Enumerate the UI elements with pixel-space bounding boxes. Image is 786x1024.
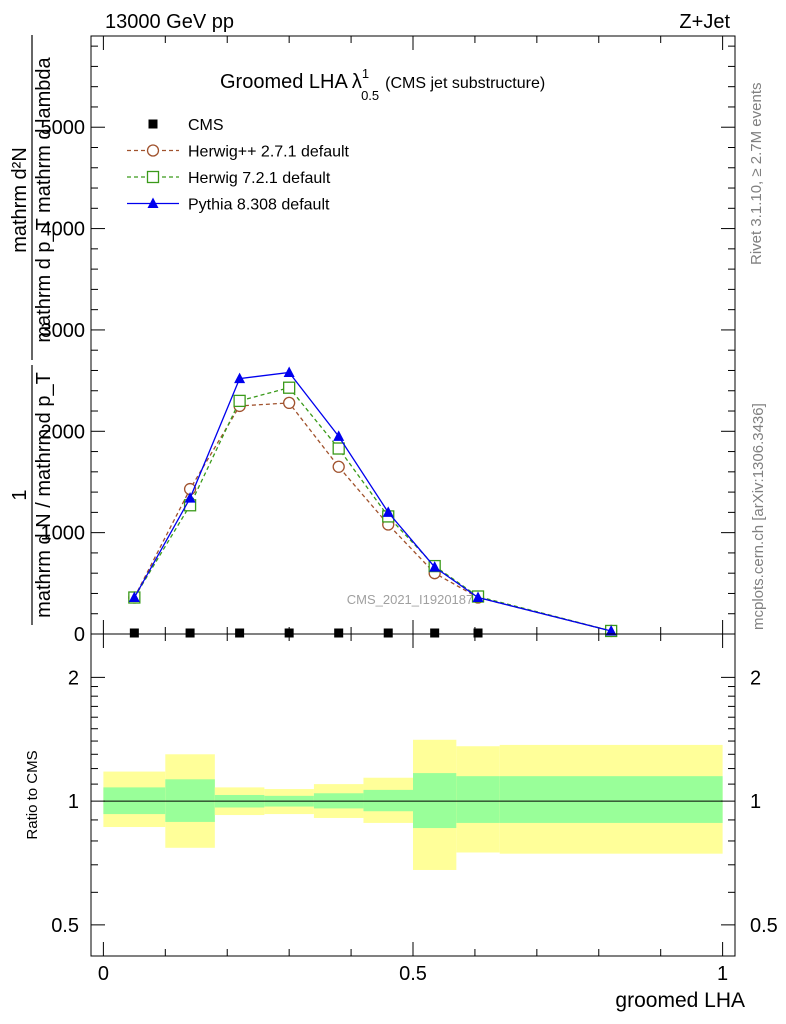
data-point-pythia-8-308-default: [333, 430, 345, 441]
ratio-y-tick-labels: 0.5 0.5 1 1 2 2: [51, 667, 778, 936]
legend-label: Herwig++ 2.7.1 default: [188, 144, 350, 161]
series-pythia-8-308-default: [128, 366, 617, 636]
ratio-y-tick-label: 2: [68, 667, 79, 689]
data-point-herwig-7-2-1-default: [283, 381, 296, 394]
ratio-band-inner: [499, 776, 723, 823]
beam-label: 13000 GeV pp: [105, 11, 234, 33]
data-point-herwig-2-7-1-default: [283, 396, 296, 410]
ratio-axis-ticks: [91, 634, 735, 956]
x-axis-label: groomed LHA: [615, 989, 745, 1012]
ratio-band-inner: [165, 779, 215, 822]
main-y-tick-labels: 0 1000 2000 3000 4000 5000: [41, 117, 86, 646]
ratio-y-axis-label: Ratio to CMS: [24, 750, 41, 839]
x-tick-label: 0.5: [399, 963, 427, 985]
ratio-y-tick-label-right: 1: [750, 791, 761, 813]
ratio-x-tick-labels: 0 0.5 1: [98, 963, 728, 985]
ylabel-numerator: mathrm d²N: [9, 147, 31, 253]
legend-marker: [146, 144, 160, 157]
ratio-y-tick-label-right: 2: [750, 667, 761, 689]
data-point-pythia-8-308-default: [234, 372, 246, 384]
legend-marker: [148, 119, 158, 129]
main-y-tick-label: 1000: [41, 523, 86, 545]
analysis-watermark: CMS_2021_I1920187: [347, 592, 474, 607]
data-point-pythia-8-308-default: [472, 591, 484, 603]
ratio-y-tick-label: 0.5: [51, 915, 79, 937]
legend-label: Herwig 7.2.1 default: [188, 170, 331, 187]
ratio-band-inner: [456, 776, 500, 823]
data-point-cms: [284, 628, 294, 638]
data-point-pythia-8-308-default: [382, 506, 394, 517]
legend: CMS Herwig++ 2.7.1 default Herwig 7.2.1 de…: [127, 117, 350, 214]
title-subtitle: (CMS jet substructure): [385, 75, 545, 92]
main-axis-ticks: [91, 36, 735, 635]
ratio-band-inner: [363, 789, 413, 812]
ratio-band-inner: [413, 773, 457, 829]
legend-item-herwig-7-2-1-default: Herwig 7.2.1 default: [127, 170, 331, 187]
main-y-tick-label: 3000: [41, 320, 86, 342]
data-point-pythia-8-308-default: [184, 492, 196, 503]
data-point-cms: [334, 628, 344, 638]
title-superscript: 1: [362, 66, 369, 81]
legend-label: CMS: [188, 117, 224, 134]
data-point-cms: [383, 628, 393, 638]
data-point-cms: [185, 628, 195, 638]
data-point-pythia-8-308-default: [283, 366, 295, 378]
main-y-tick-label: 4000: [41, 219, 86, 241]
legend-marker: [147, 197, 159, 208]
data-point-cms: [129, 628, 139, 638]
data-point-herwig-2-7-1-default: [332, 460, 345, 473]
rivet-version-label: Rivet 3.1.10, ≥ 2.7M events: [748, 83, 765, 266]
ratio-y-tick-label-right: 0.5: [750, 915, 778, 937]
main-y-axis-label: 1 mathrm d N / mathrm d p_T mathrm d²N m…: [9, 35, 55, 625]
main-y-tick-label: 0: [74, 624, 85, 646]
legend-item-herwig-2-7-1-default: Herwig++ 2.7.1 default: [127, 144, 350, 161]
x-tick-label: 0: [98, 963, 109, 985]
legend-item-pythia-8-308-default: Pythia 8.308 default: [127, 197, 330, 214]
ylabel-prefix-numerator: 1: [9, 489, 31, 500]
legend-label: Pythia 8.308 default: [188, 197, 330, 214]
main-y-tick-label: 5000: [41, 117, 86, 139]
data-point-pythia-8-308-default: [605, 624, 617, 636]
x-tick-label: 1: [717, 963, 728, 985]
legend-item-cms: CMS: [148, 117, 224, 134]
legend-marker: [146, 170, 160, 184]
title-subscript: 0.5: [361, 88, 379, 103]
title-symbol: λ: [352, 71, 362, 93]
ylabel-denominator: mathrm d p_T mathrm d lambda: [33, 56, 55, 342]
ylabel-prefix-denominator: mathrm d N / mathrm d p_T: [33, 372, 55, 618]
data-point-herwig-7-2-1-default: [332, 442, 345, 455]
mcplots-site-label: mcplots.cern.ch [arXiv:1306.3436]: [750, 403, 767, 630]
data-point-cms: [473, 628, 483, 638]
data-point-cms: [430, 628, 440, 638]
data-point-pythia-8-308-default: [128, 591, 140, 603]
data-point-pythia-8-308-default: [429, 561, 441, 572]
data-point-cms: [235, 628, 245, 638]
ratio-y-tick-label: 1: [68, 791, 79, 813]
title-main: Groomed LHA: [220, 71, 348, 93]
plot-title: Groomed LHA λ1 0.5 (CMS jet substructure): [220, 66, 545, 103]
process-label: Z+Jet: [679, 11, 730, 33]
main-y-tick-label: 2000: [41, 421, 86, 443]
data-point-herwig-7-2-1-default: [233, 394, 246, 408]
series-cms: [129, 628, 483, 638]
ratio-bands: [103, 739, 723, 870]
series-line-herwig-2-7-1-default: [133, 402, 612, 632]
